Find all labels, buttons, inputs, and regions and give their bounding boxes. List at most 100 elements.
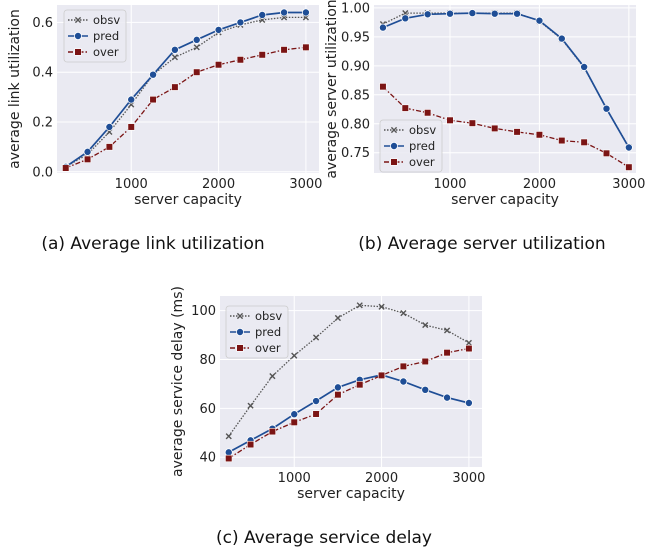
data-point-over — [625, 163, 633, 171]
y-tick-label: 1.00 — [341, 1, 370, 16]
data-point-over — [280, 46, 288, 54]
series-line-over — [228, 347, 470, 459]
data-point-pred — [280, 8, 289, 17]
data-point-pred — [443, 393, 452, 402]
data-point-over — [62, 164, 70, 172]
data-point-over — [513, 128, 521, 136]
data-point-pred — [513, 9, 522, 18]
y-tick-label: 0.4 — [32, 66, 53, 81]
y-tick-label: 0.85 — [341, 88, 370, 103]
legend-marker-pred — [235, 327, 244, 336]
y-tick-label: 0.95 — [341, 30, 370, 45]
data-point-pred — [490, 9, 499, 18]
legend-label: obsv — [93, 13, 120, 27]
data-point-over — [379, 83, 387, 91]
data-point-over — [171, 83, 179, 91]
data-point-over — [149, 95, 157, 104]
x-axis-label: server capacity — [134, 192, 242, 208]
y-tick-label: 40 — [199, 451, 216, 466]
data-point-obsv — [269, 373, 276, 380]
data-point-pred — [290, 410, 299, 419]
x-tick-label: 2000 — [523, 177, 556, 192]
y-axis-label: average service delay (ms) — [170, 286, 186, 477]
data-point-pred — [127, 95, 136, 104]
legend-marker-over — [236, 344, 244, 352]
data-point-pred — [83, 147, 92, 156]
data-point-obsv — [225, 433, 232, 440]
y-tick-label: 0.2 — [32, 115, 53, 130]
data-point-pred — [580, 62, 589, 71]
x-tick-label: 3000 — [452, 471, 485, 486]
series-line-over — [65, 46, 306, 169]
data-point-over — [356, 381, 364, 389]
chart-panel-a: 1000 2000 3000 0.0 0.2 0.4 0.6 server capacity a… — [7, 5, 322, 254]
data-point-pred — [236, 18, 245, 27]
data-point-pred — [446, 9, 455, 18]
y-tick-label: 0.75 — [341, 146, 370, 161]
data-point-over — [127, 123, 135, 131]
data-point-over — [334, 391, 342, 399]
x-tick-label: 3000 — [289, 177, 322, 192]
data-point-over — [225, 454, 233, 463]
legend-marker-obsv — [390, 126, 398, 134]
legend-label: obsv — [255, 309, 282, 323]
y-tick-label: 0.6 — [32, 16, 53, 31]
data-point-pred — [214, 25, 223, 34]
data-point-over — [465, 344, 473, 353]
legend-label: over — [409, 155, 435, 169]
y-tick-label: 0.0 — [32, 165, 53, 180]
data-point-pred — [399, 377, 408, 386]
legend-label: over — [255, 341, 281, 355]
data-point-over — [236, 56, 245, 64]
y-axis-label: average link utilization — [7, 9, 23, 169]
data-point-pred — [105, 122, 114, 131]
data-point-pred — [149, 70, 158, 79]
x-tick-label: 2000 — [365, 471, 398, 486]
data-point-obsv — [334, 314, 341, 322]
data-point-pred — [312, 397, 321, 406]
legend-marker-obsv — [236, 312, 244, 320]
data-point-over — [193, 68, 201, 76]
data-point-pred — [423, 10, 432, 19]
legend-marker-pred — [389, 141, 398, 150]
x-tick-label: 1000 — [433, 177, 466, 192]
data-point-pred — [468, 9, 477, 18]
data-point-pred — [602, 104, 611, 113]
data-point-over — [602, 149, 611, 157]
subfigure-caption: (a) Average link utilization — [41, 234, 264, 254]
subfigure-caption: (c) Average service delay — [216, 528, 432, 548]
data-point-over — [312, 410, 320, 418]
data-point-over — [105, 143, 113, 151]
series-line-obsv — [228, 304, 470, 437]
chart-panel-b: 1000 2000 3000 0.75 0.80 0.85 0.90 0.95 1.00 serv… — [324, 0, 645, 254]
legend-marker-over — [390, 158, 398, 166]
data-point-pred — [333, 383, 342, 392]
data-point-over — [377, 371, 386, 379]
data-point-obsv — [443, 327, 451, 334]
x-tick-label: 2000 — [202, 177, 235, 192]
y-axis-label: average server utilization — [324, 0, 340, 179]
y-tick-label: 100 — [191, 304, 216, 319]
data-point-obsv — [291, 352, 298, 359]
data-point-obsv — [193, 44, 200, 51]
data-point-over — [446, 116, 454, 124]
x-tick-label: 1000 — [115, 177, 148, 192]
data-point-over — [443, 349, 451, 357]
data-point-over — [580, 138, 588, 146]
series-line-obsv — [65, 16, 306, 168]
data-point-obsv — [378, 303, 385, 310]
data-point-over — [421, 357, 429, 366]
data-point-pred — [557, 34, 566, 43]
data-point-over — [83, 155, 92, 163]
data-point-over — [214, 61, 223, 69]
data-point-pred — [378, 23, 387, 32]
chart-panel-c: 1000 2000 3000 40 60 80 100 server capacity aver… — [170, 286, 485, 548]
y-tick-label: 80 — [199, 353, 216, 368]
data-point-over — [468, 119, 476, 127]
data-point-pred — [535, 16, 544, 25]
x-tick-label: 3000 — [612, 177, 645, 192]
legend-label: obsv — [409, 123, 436, 137]
data-point-obsv — [400, 310, 407, 317]
x-axis-label: server capacity — [451, 192, 559, 208]
